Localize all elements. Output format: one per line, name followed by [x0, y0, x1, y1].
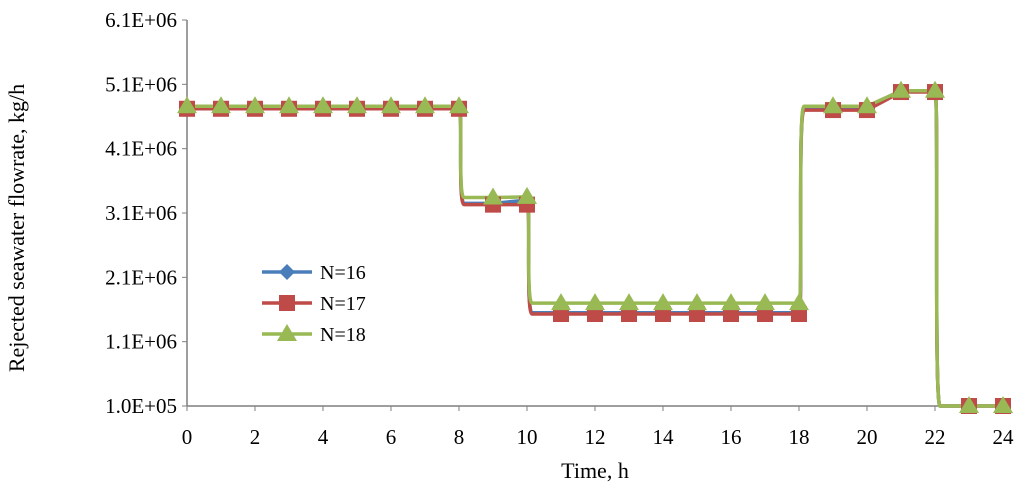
data-point	[415, 96, 435, 114]
x-tick-label: 2	[250, 425, 261, 449]
legend-marker	[279, 264, 295, 280]
data-point	[483, 187, 503, 205]
data-point	[789, 293, 809, 311]
data-point	[891, 80, 911, 98]
data-point	[279, 96, 299, 114]
data-point	[449, 96, 469, 114]
x-tick-label: 10	[517, 425, 538, 449]
y-tick-label: 2.1E+06	[105, 265, 177, 289]
legend-label: N=18	[320, 324, 366, 346]
legend: N=16 N=17 N=18	[262, 262, 366, 346]
x-tick-label: 8	[454, 425, 465, 449]
y-tick-label: 3.1E+06	[105, 201, 177, 225]
axes	[186, 20, 1003, 407]
data-point	[619, 293, 639, 311]
y-tick-label: 5.1E+06	[105, 72, 177, 96]
x-tick-label: 18	[789, 425, 810, 449]
data-point	[551, 293, 571, 311]
data-point	[653, 293, 673, 311]
x-tick-label: 20	[857, 425, 878, 449]
x-tick-label: 22	[925, 425, 946, 449]
series-line-n-17	[187, 90, 1003, 408]
y-tick-label: 6.1E+06	[105, 8, 177, 32]
x-tick-label: 6	[386, 425, 397, 449]
data-point	[993, 396, 1013, 413]
markers-n-17	[179, 84, 1011, 414]
data-point	[857, 96, 877, 114]
data-point	[823, 96, 843, 114]
data-point	[313, 96, 333, 114]
data-point	[381, 96, 401, 114]
x-tick-label: 14	[653, 425, 675, 449]
data-point	[211, 96, 231, 114]
data-point	[721, 293, 741, 311]
data-point	[517, 186, 537, 204]
legend-label: N=17	[320, 293, 366, 315]
data-point	[959, 396, 979, 413]
markers-n-16	[179, 82, 1011, 414]
data-point	[177, 96, 197, 114]
series-lines	[187, 89, 1003, 408]
data-point	[347, 96, 367, 114]
y-tick-labels: 1.0E+05 1.1E+06 2.1E+06 3.1E+06 4.1E+06 5.1E+…	[105, 8, 187, 418]
x-tick-label: 16	[721, 425, 742, 449]
x-tick-label: 4	[318, 425, 329, 449]
legend-item: N=18	[262, 324, 366, 346]
series-line-n-16	[187, 89, 1003, 408]
x-tick-label: 0	[182, 425, 193, 449]
legend-marker	[279, 295, 295, 311]
data-point	[755, 293, 775, 311]
data-point	[585, 293, 605, 311]
x-tick-labels: 0 2 4 6 8 10 12 14 16 18 20 22 24	[182, 406, 1014, 449]
y-axis-title: Rejected seawater flowrate, kg/h	[4, 84, 29, 372]
series-line-n-18	[187, 89, 1003, 408]
series-markers	[177, 80, 1013, 414]
y-tick-label: 1.1E+06	[105, 330, 177, 354]
legend-item: N=17	[262, 293, 366, 315]
legend-item: N=16	[262, 262, 366, 284]
data-point	[687, 293, 707, 311]
y-tick-label: 4.1E+06	[105, 137, 177, 161]
x-tick-label: 12	[585, 425, 606, 449]
y-tick-label: 1.0E+05	[105, 394, 177, 418]
x-axis-title: Time, h	[561, 458, 629, 483]
markers-n-18	[177, 80, 1013, 413]
legend-marker	[277, 324, 297, 341]
legend-label: N=16	[320, 262, 366, 284]
data-point	[925, 80, 945, 98]
data-point	[245, 96, 265, 114]
x-tick-label: 24	[993, 425, 1015, 449]
